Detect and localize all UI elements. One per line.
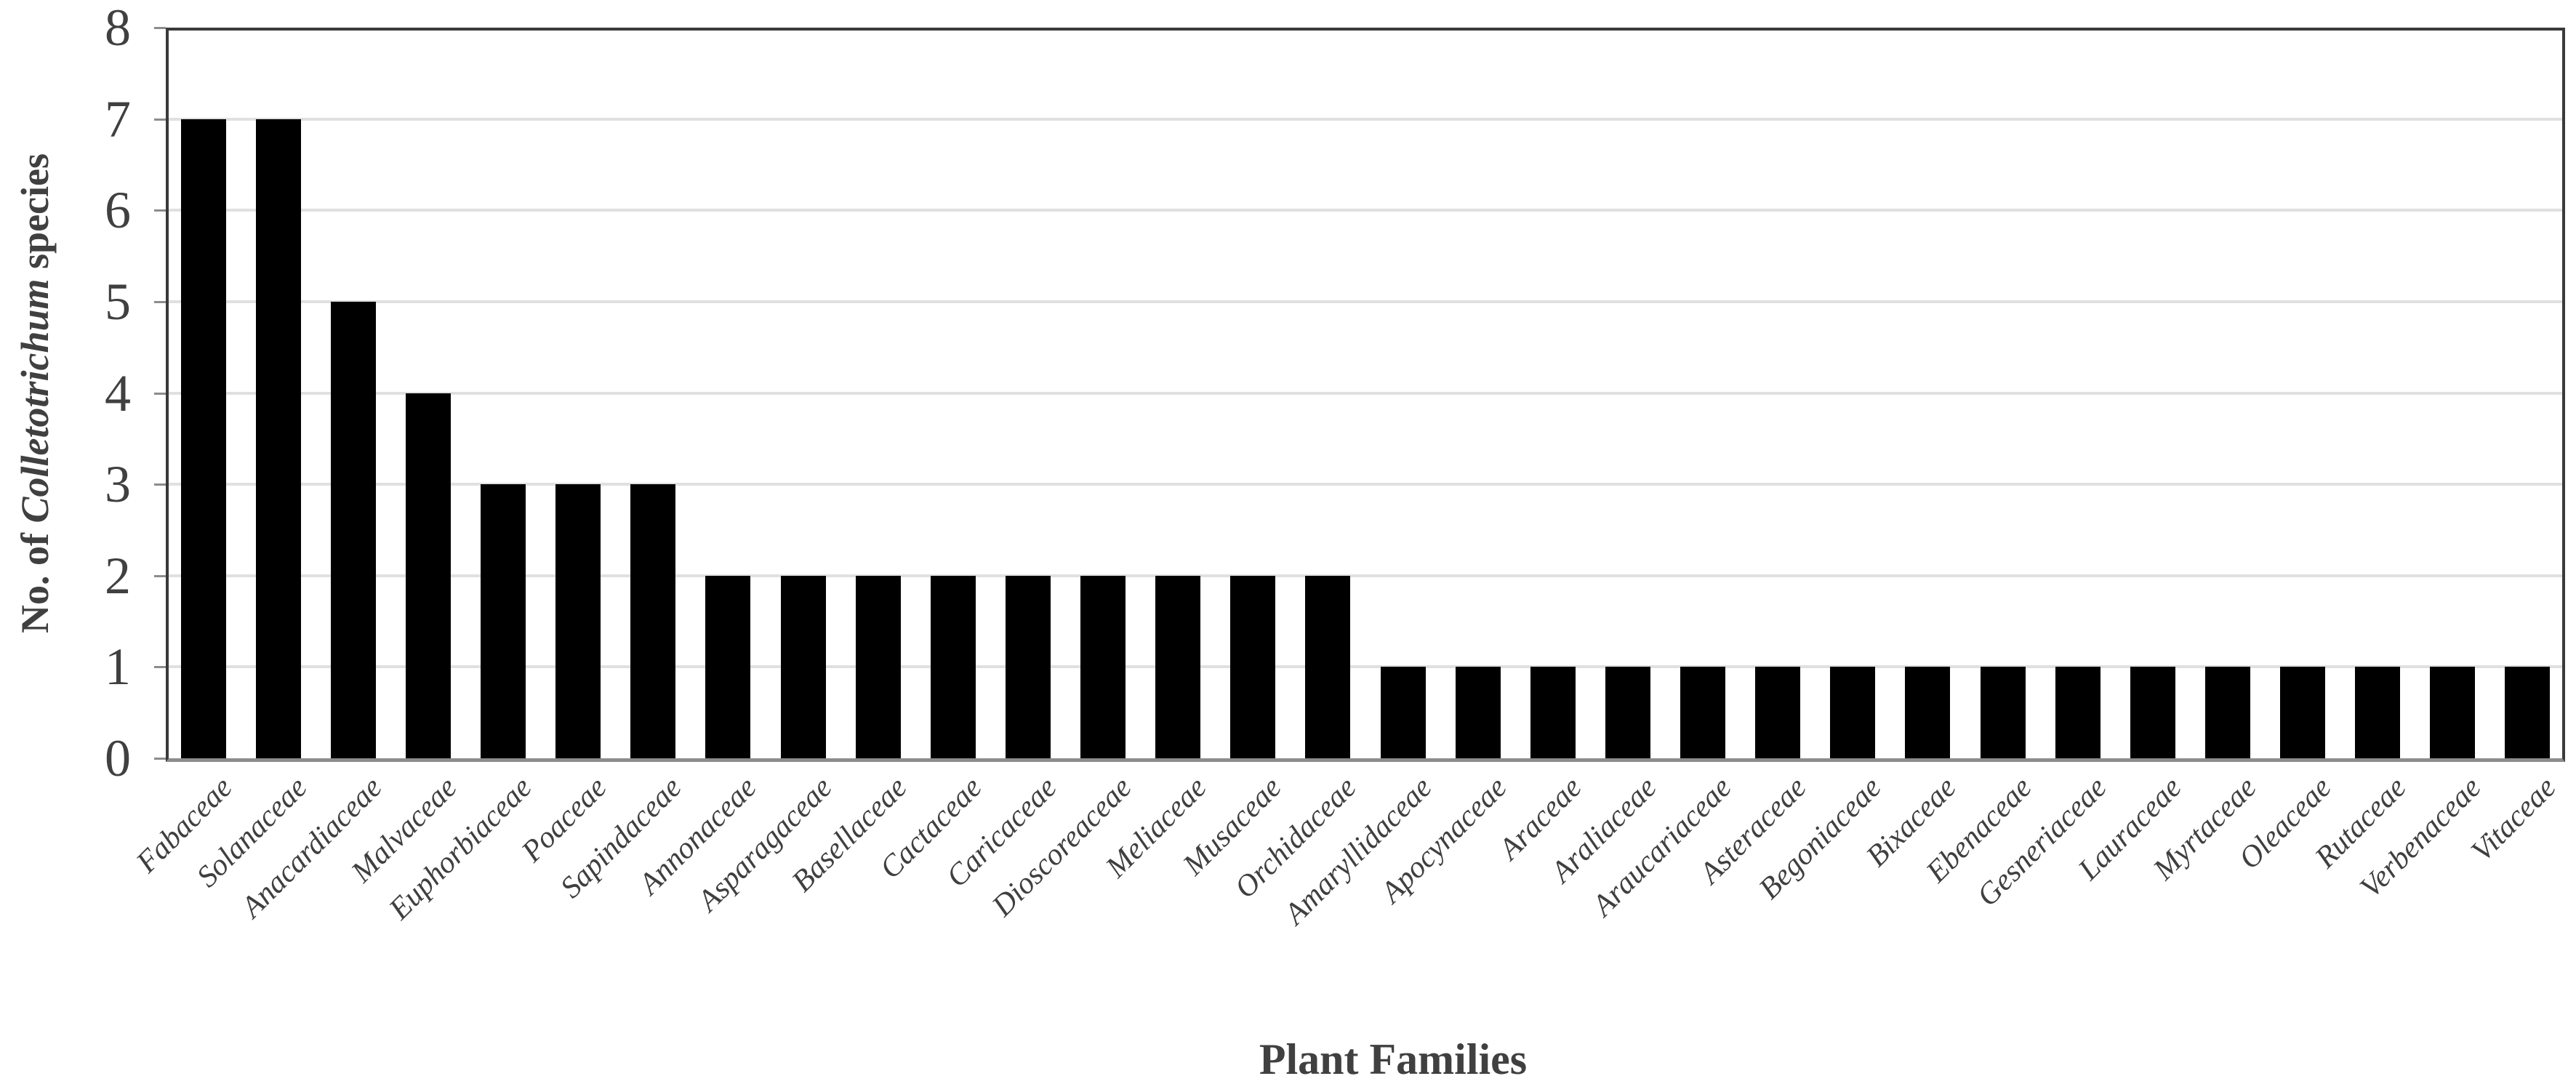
y-tick-label: 5 [105, 272, 131, 331]
bar [630, 484, 676, 758]
y-tick-label: 2 [105, 546, 131, 605]
gridline [166, 209, 2565, 212]
bar [1155, 575, 1201, 758]
gridline [166, 117, 2565, 121]
y-tick-label: 1 [105, 638, 131, 696]
bar [1380, 667, 1426, 758]
y-tick-mark [154, 300, 166, 303]
bar [1305, 575, 1351, 758]
bar [2055, 667, 2100, 758]
bar [1005, 575, 1051, 758]
gridline [166, 574, 2565, 577]
y-tick-mark [154, 392, 166, 395]
bar [1080, 575, 1126, 758]
gridline [166, 483, 2565, 486]
bar [930, 575, 976, 758]
bar [780, 575, 826, 758]
bar [555, 484, 601, 758]
y-tick-label: 7 [105, 89, 131, 148]
bar [405, 393, 451, 758]
bar [2204, 667, 2250, 758]
x-axis-title: Plant Families [1259, 1035, 1528, 1083]
y-tick-mark [154, 27, 166, 29]
bar [255, 119, 301, 758]
y-tick-mark [154, 209, 166, 212]
y-tick-mark [154, 758, 166, 760]
bar [1455, 667, 1501, 758]
bar [2355, 667, 2401, 758]
y-tick-mark [154, 483, 166, 486]
bar [2505, 667, 2551, 758]
bar [1605, 667, 1650, 758]
y-tick-label: 4 [105, 364, 131, 422]
y-tick-mark [154, 666, 166, 669]
y-tick-label: 0 [105, 729, 131, 787]
y-tick-label: 6 [105, 181, 131, 240]
bar [1980, 667, 2026, 758]
bar [855, 575, 901, 758]
gridline [166, 391, 2565, 395]
bar [330, 301, 376, 758]
gridline [166, 665, 2565, 669]
bar [1680, 667, 1726, 758]
y-tick-label: 8 [105, 0, 131, 57]
bar [2430, 667, 2476, 758]
bar [180, 119, 226, 758]
bar [1905, 667, 1951, 758]
bar [481, 484, 526, 758]
bar [2280, 667, 2326, 758]
y-tick-mark [154, 118, 166, 121]
gridline [166, 300, 2565, 303]
bar [1530, 667, 1576, 758]
x-tick-label: Vitaceae [2465, 771, 2563, 869]
y-tick-label: 3 [105, 455, 131, 514]
bar [1830, 667, 1876, 758]
bar [1755, 667, 1801, 758]
bar [1230, 575, 1276, 758]
bar [2130, 667, 2175, 758]
bar [705, 575, 751, 758]
y-tick-mark [154, 574, 166, 577]
